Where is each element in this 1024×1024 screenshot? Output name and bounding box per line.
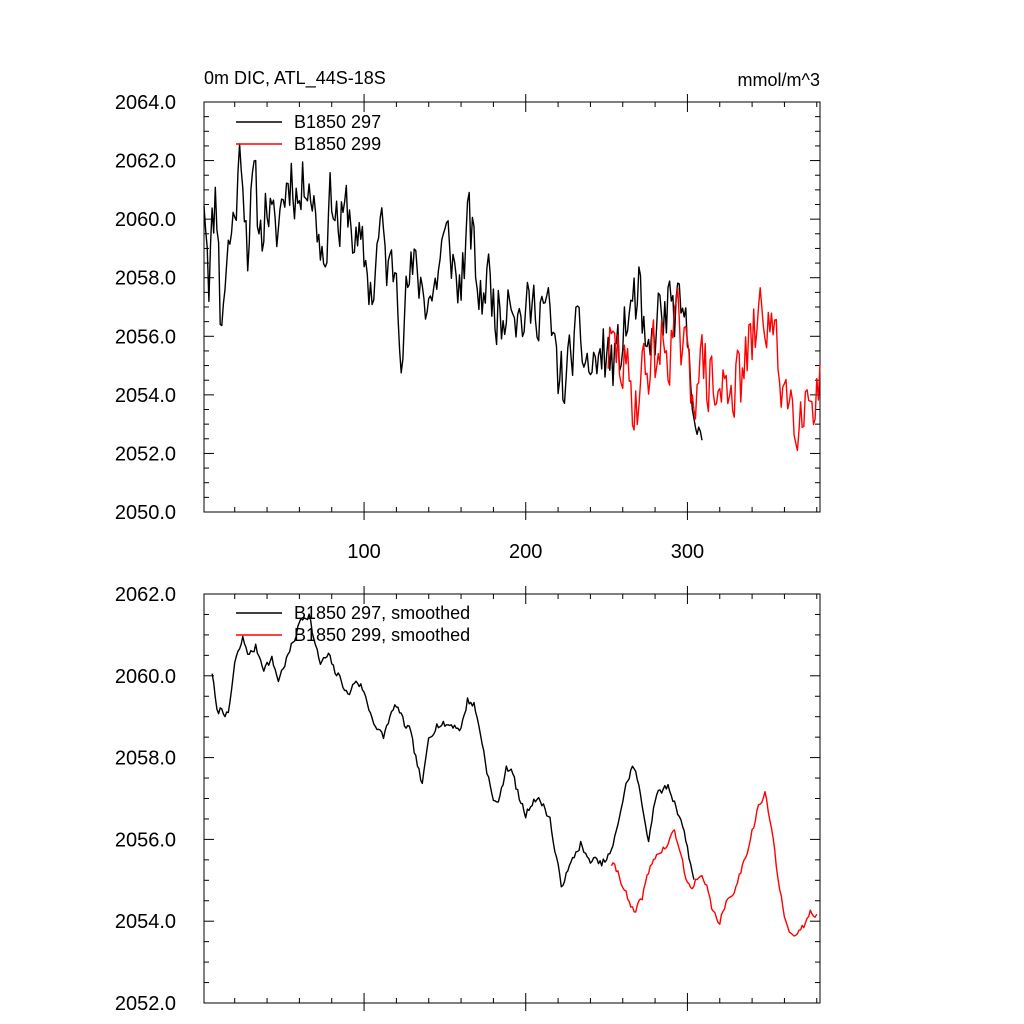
top-panel: 0m DIC, ATL_44S-18S mmol/m^3 2050.0 2052.… — [115, 68, 821, 563]
y-tick-label: 2058.0 — [115, 748, 176, 770]
y-tick-label: 2052.0 — [115, 993, 176, 1015]
legend-label: B1850 299 — [294, 134, 381, 154]
plot-frame — [203, 593, 821, 1004]
y-tick-label: 2058.0 — [115, 268, 176, 290]
y-tick-label: 2062.0 — [115, 584, 176, 606]
legend-label: B1850 297 — [294, 112, 381, 132]
legend-label: B1850 299, smoothed — [294, 625, 470, 645]
y-tick-label: 2052.0 — [115, 443, 176, 465]
x-tick-label: 300 — [671, 541, 704, 563]
y-tick-label: 2056.0 — [115, 829, 176, 851]
series-line-b1850-299-smoothed — [610, 791, 818, 937]
series-line-b1850-297-smoothed — [211, 613, 695, 888]
y-tick-label: 2060.0 — [115, 209, 176, 231]
y-tick-label: 2062.0 — [115, 151, 176, 173]
y-tick-label: 2054.0 — [115, 385, 176, 407]
y-tick-label: 2056.0 — [115, 326, 176, 348]
units-label: mmol/m^3 — [738, 70, 820, 90]
series-line-b1850-299 — [607, 287, 821, 452]
series-line-b1850-297 — [203, 143, 703, 441]
y-tick-label: 2060.0 — [115, 666, 176, 688]
y-tick-label: 2064.0 — [115, 92, 176, 114]
plot-frame — [203, 101, 821, 513]
x-tick-label: 100 — [347, 541, 380, 563]
x-tick-label: 200 — [509, 541, 542, 563]
y-tick-label: 2050.0 — [115, 502, 176, 524]
bottom-panel: 2052.0 2054.0 2056.0 2058.0 2060.0 2062.0 B185… — [115, 584, 821, 1015]
chart-title: 0m DIC, ATL_44S-18S — [204, 68, 386, 89]
y-tick-label: 2054.0 — [115, 911, 176, 933]
legend-label: B1850 297, smoothed — [294, 603, 470, 623]
